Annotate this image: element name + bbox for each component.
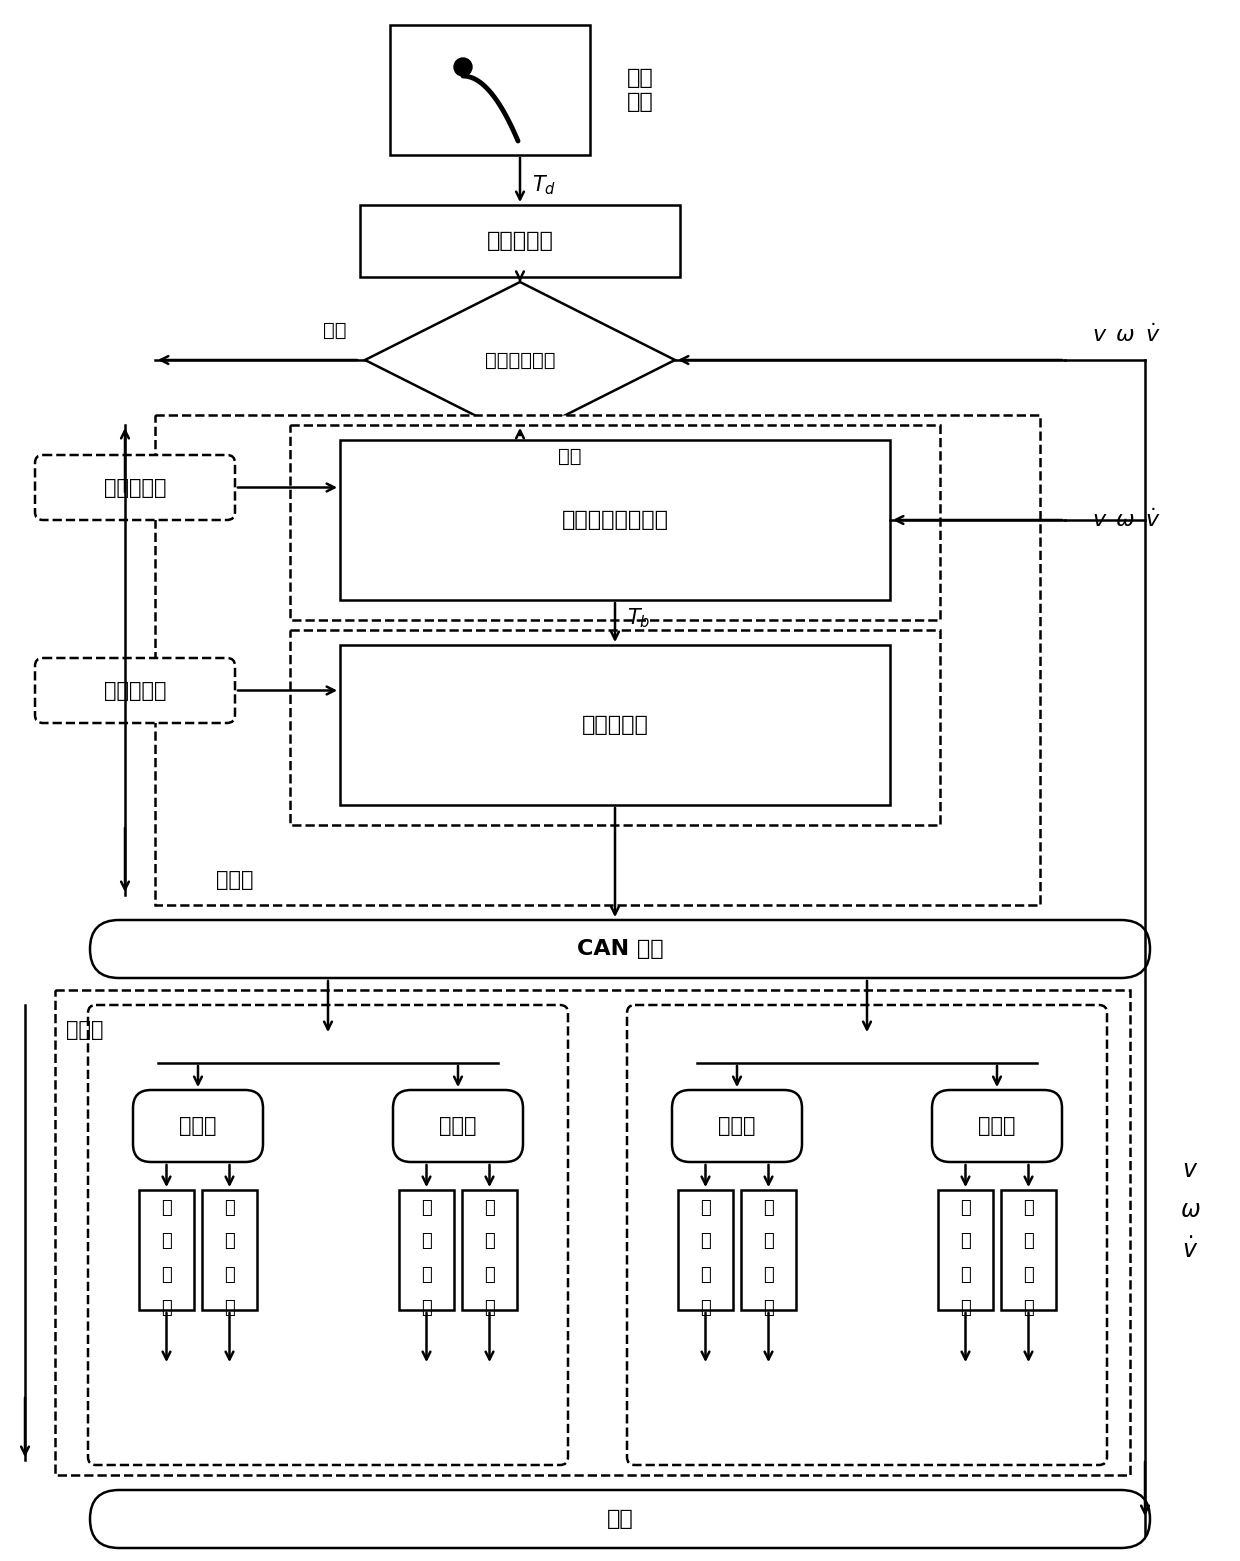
- Text: 摩: 摩: [763, 1199, 774, 1218]
- Text: 擦: 擦: [763, 1232, 774, 1250]
- Text: 摩: 摩: [484, 1199, 495, 1218]
- Text: $v$: $v$: [1092, 510, 1107, 531]
- Text: 制: 制: [763, 1266, 774, 1283]
- Text: 动: 动: [701, 1299, 711, 1317]
- Text: 正常: 正常: [324, 320, 347, 339]
- Bar: [340, 440, 890, 599]
- Text: 制: 制: [484, 1266, 495, 1283]
- Text: 动: 动: [763, 1299, 774, 1317]
- Bar: [1001, 1189, 1056, 1310]
- Text: 动: 动: [224, 1299, 234, 1317]
- Text: 擦: 擦: [484, 1232, 495, 1250]
- Text: 汽车: 汽车: [606, 1509, 634, 1530]
- Text: 摩: 摩: [224, 1199, 234, 1218]
- Text: 右前轮: 右前轮: [439, 1116, 476, 1136]
- Text: 判断制动状态: 判断制动状态: [485, 351, 556, 370]
- Text: $\dot{v}$: $\dot{v}$: [1146, 509, 1161, 531]
- Text: 电: 电: [701, 1199, 711, 1218]
- Text: $T_d$: $T_d$: [532, 173, 556, 197]
- Text: $\dot{v}$: $\dot{v}$: [1146, 323, 1161, 347]
- Text: $\omega$: $\omega$: [1179, 1197, 1200, 1222]
- Text: 制: 制: [701, 1266, 711, 1283]
- Text: 动: 动: [960, 1299, 971, 1317]
- Text: 制: 制: [960, 1266, 971, 1283]
- Text: 制动监调器: 制动监调器: [486, 231, 553, 251]
- Bar: [360, 204, 680, 276]
- Text: 电: 电: [960, 1199, 971, 1218]
- FancyBboxPatch shape: [393, 1090, 523, 1161]
- Text: 下层分配器: 下层分配器: [104, 681, 166, 701]
- Text: 控制层: 控制层: [216, 869, 254, 890]
- Text: $v$: $v$: [1092, 325, 1107, 345]
- Text: 动: 动: [484, 1299, 495, 1317]
- Bar: [463, 1189, 517, 1310]
- Bar: [202, 1189, 257, 1310]
- Bar: [155, 415, 1040, 905]
- Bar: [742, 1189, 796, 1310]
- FancyBboxPatch shape: [88, 1005, 568, 1466]
- Text: 动: 动: [422, 1299, 432, 1317]
- Text: 制: 制: [224, 1266, 234, 1283]
- Text: $v$: $v$: [1182, 1158, 1198, 1182]
- Text: 机: 机: [701, 1232, 711, 1250]
- Bar: [678, 1189, 733, 1310]
- Text: 制动
蹏板: 制动 蹏板: [626, 69, 653, 111]
- FancyBboxPatch shape: [91, 1491, 1149, 1549]
- Text: 电: 电: [161, 1199, 172, 1218]
- FancyBboxPatch shape: [932, 1090, 1061, 1161]
- FancyBboxPatch shape: [35, 659, 236, 723]
- Bar: [340, 645, 890, 805]
- FancyBboxPatch shape: [672, 1090, 802, 1161]
- Text: 力矩分配器: 力矩分配器: [582, 715, 649, 735]
- Text: 制: 制: [1023, 1266, 1034, 1283]
- Text: 机: 机: [422, 1232, 432, 1250]
- Text: 异常: 异常: [558, 446, 582, 465]
- Text: 左前轮: 左前轮: [180, 1116, 217, 1136]
- Bar: [937, 1189, 993, 1310]
- FancyBboxPatch shape: [133, 1090, 263, 1161]
- Polygon shape: [365, 283, 675, 439]
- Text: 机: 机: [960, 1232, 971, 1250]
- FancyBboxPatch shape: [627, 1005, 1107, 1466]
- Text: 动: 动: [161, 1299, 172, 1317]
- Bar: [55, 990, 1130, 1475]
- Bar: [399, 1189, 454, 1310]
- Text: CAN 网络: CAN 网络: [577, 940, 663, 958]
- Text: $T_b$: $T_b$: [627, 606, 650, 629]
- Text: 左后轮: 左后轮: [718, 1116, 755, 1136]
- Text: 电: 电: [422, 1199, 432, 1218]
- Text: 右后轮: 右后轮: [978, 1116, 1016, 1136]
- Bar: [139, 1189, 193, 1310]
- Circle shape: [454, 58, 472, 76]
- Text: 擦: 擦: [1023, 1232, 1034, 1250]
- Bar: [391, 25, 590, 155]
- Bar: [290, 425, 940, 620]
- Text: $\omega$: $\omega$: [1115, 325, 1135, 345]
- Text: 摩: 摩: [1023, 1199, 1034, 1218]
- Text: 制: 制: [161, 1266, 172, 1283]
- FancyBboxPatch shape: [35, 454, 236, 520]
- Text: $\omega$: $\omega$: [1115, 510, 1135, 531]
- Bar: [290, 631, 940, 826]
- Text: 制: 制: [422, 1266, 432, 1283]
- Text: 动: 动: [1023, 1299, 1034, 1317]
- Text: 上层控制器: 上层控制器: [104, 478, 166, 498]
- Text: $\dot{v}$: $\dot{v}$: [1182, 1238, 1198, 1263]
- Text: 机: 机: [161, 1232, 172, 1250]
- FancyBboxPatch shape: [91, 919, 1149, 979]
- Text: 执行层: 执行层: [66, 1019, 104, 1040]
- Text: 擦: 擦: [224, 1232, 234, 1250]
- Text: 力矩自适应控制器: 力矩自适应控制器: [562, 510, 668, 531]
